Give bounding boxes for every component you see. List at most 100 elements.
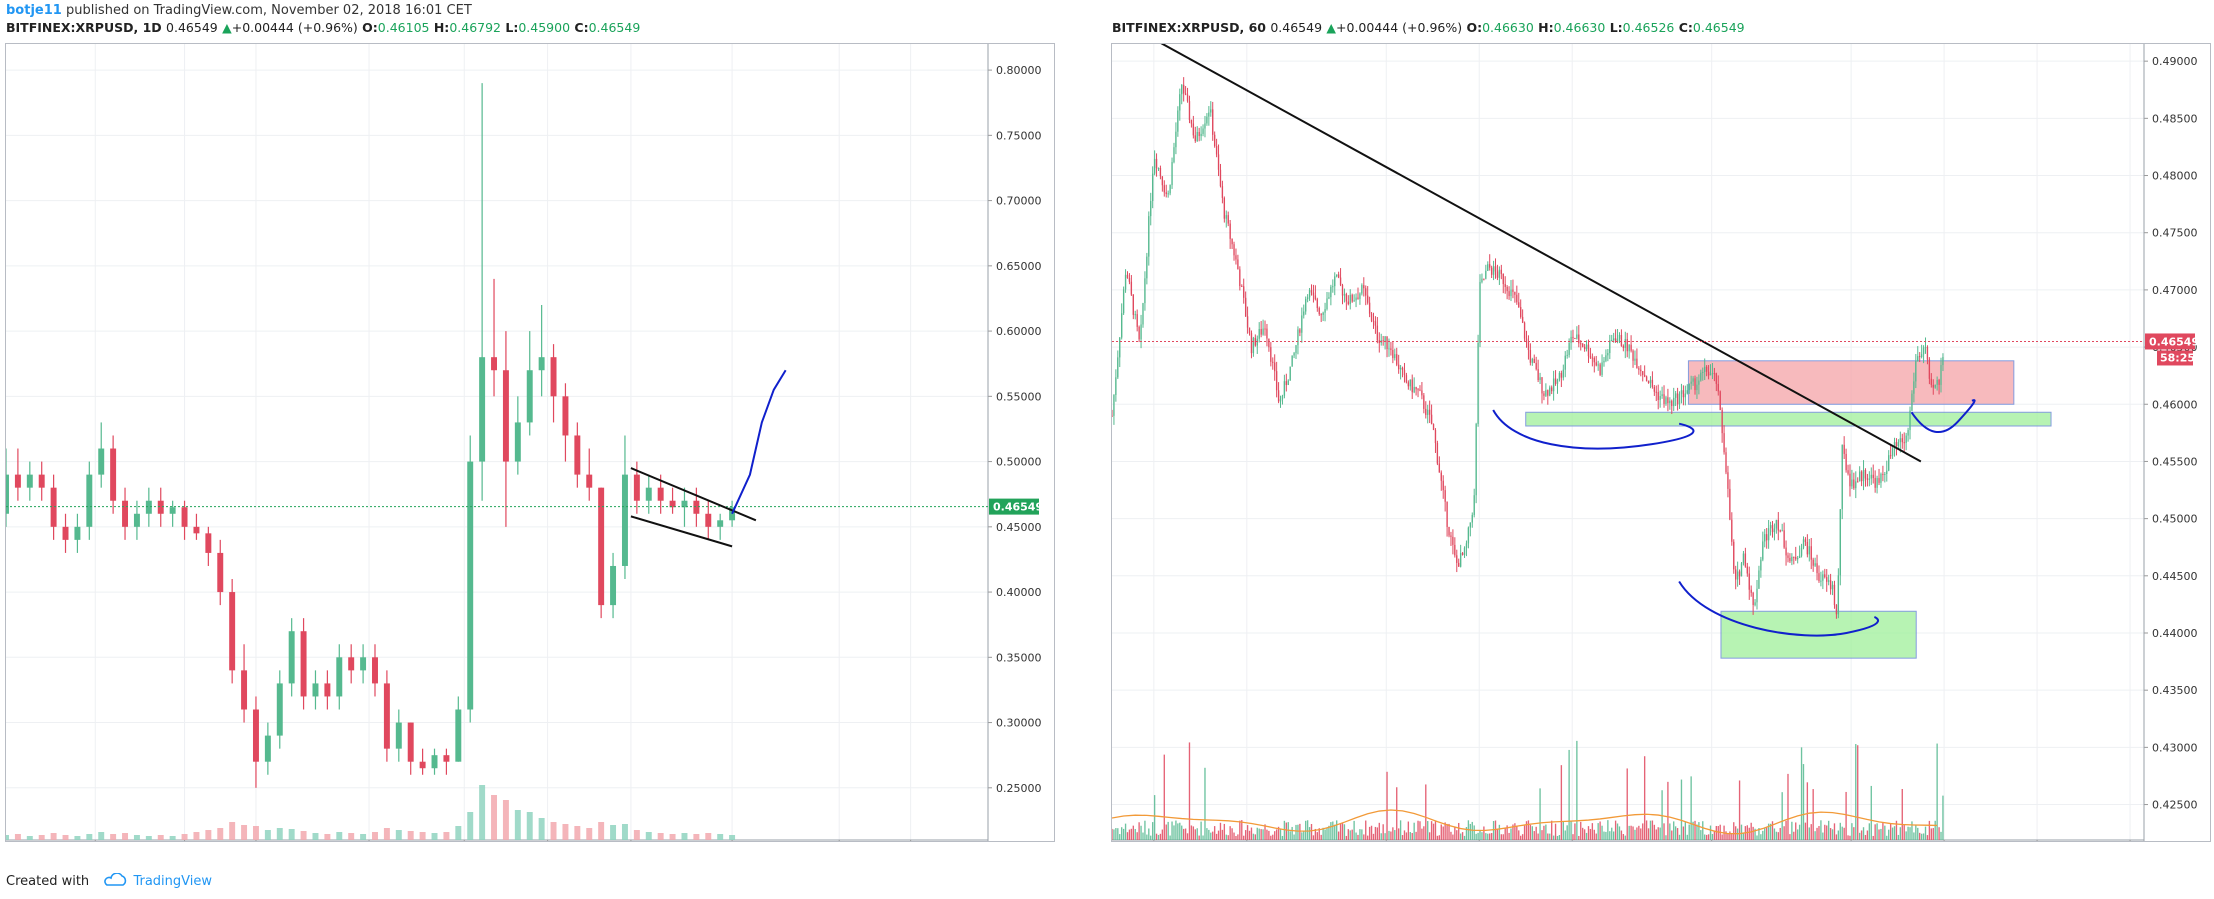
volume-bar bbox=[1219, 822, 1222, 840]
candle-body bbox=[1545, 390, 1547, 396]
volume-bar bbox=[1740, 824, 1743, 840]
volume-bar bbox=[1845, 791, 1847, 840]
volume-bar bbox=[1283, 820, 1286, 840]
candle-body bbox=[1909, 410, 1911, 431]
candle-body bbox=[1217, 154, 1220, 170]
volume-bar bbox=[1833, 823, 1836, 840]
volume-bar bbox=[1899, 827, 1902, 840]
candle-body bbox=[1762, 541, 1764, 560]
candle-body bbox=[1489, 264, 1491, 268]
volume-bar bbox=[1490, 833, 1493, 840]
candle-body bbox=[1535, 362, 1537, 370]
volume-bar bbox=[1233, 832, 1235, 840]
volume-bar bbox=[1132, 825, 1134, 840]
volume-bar bbox=[1533, 831, 1535, 840]
volume-bar bbox=[1349, 830, 1351, 840]
volume-bar bbox=[598, 822, 605, 840]
volume-bar bbox=[205, 830, 212, 840]
candle-body bbox=[669, 500, 676, 508]
volume-bar bbox=[1246, 825, 1249, 840]
candle-body bbox=[1252, 337, 1255, 354]
candle-body bbox=[383, 683, 390, 749]
publish-header: botje11 published on TradingView.com, No… bbox=[6, 3, 472, 18]
candle-body bbox=[1458, 562, 1460, 567]
volume-bar bbox=[1597, 823, 1599, 840]
volume-bar bbox=[1919, 832, 1921, 840]
volume-bar bbox=[1702, 821, 1704, 840]
volume-bar bbox=[217, 828, 224, 840]
candle-body bbox=[1907, 430, 1909, 436]
volume-bar bbox=[1911, 821, 1913, 840]
candle-body bbox=[1640, 369, 1642, 372]
volume-bar bbox=[1593, 829, 1595, 840]
volume-bar bbox=[1347, 829, 1349, 840]
volume-bar bbox=[1275, 829, 1278, 840]
author-link[interactable]: botje11 bbox=[6, 3, 62, 18]
volume-bar bbox=[1938, 827, 1940, 840]
right-chart-svg[interactable]: 0.49000 0.48500 0.48000 0.47500 0.47000 0.465… bbox=[1111, 40, 2210, 860]
candle-body bbox=[1225, 215, 1227, 219]
volume-bar bbox=[1463, 835, 1466, 840]
volume-bar bbox=[1655, 829, 1657, 840]
volume-bar bbox=[1558, 835, 1561, 840]
volume-bar bbox=[1289, 831, 1291, 840]
volume-bar bbox=[1305, 820, 1307, 840]
candle-body bbox=[645, 487, 652, 501]
right-chart-panel[interactable]: 0.49000 0.48500 0.48000 0.47500 0.47000 0.465… bbox=[1111, 40, 2211, 860]
volume-bar bbox=[145, 836, 152, 840]
volume-bar bbox=[1262, 829, 1264, 840]
right-close: 0.46549 bbox=[1692, 20, 1745, 35]
volume-bar bbox=[1456, 830, 1458, 840]
candle-body bbox=[1471, 514, 1473, 523]
candle-body bbox=[1674, 393, 1677, 398]
volume-bar bbox=[1671, 830, 1673, 840]
footer-brand[interactable]: TradingView bbox=[133, 874, 212, 889]
candle-body bbox=[1274, 362, 1276, 372]
volume-bar bbox=[1758, 828, 1760, 840]
candle-body bbox=[1589, 356, 1592, 358]
y-tick-label: 0.43000 bbox=[2152, 741, 2198, 754]
candle-body bbox=[1504, 284, 1506, 287]
volume-bar bbox=[1665, 835, 1667, 840]
candle-body bbox=[1839, 509, 1841, 576]
candle-body bbox=[1694, 378, 1696, 391]
candle-body bbox=[1808, 546, 1810, 555]
left-chart-panel[interactable]: 0.80000 0.75000 0.70000 0.65000 0.60000 0.550… bbox=[3, 43, 1055, 860]
candle-body bbox=[1702, 371, 1704, 373]
candle-body bbox=[1886, 470, 1888, 474]
volume-bar bbox=[1111, 828, 1113, 840]
candle-body bbox=[1622, 345, 1625, 348]
candle-body bbox=[1223, 197, 1226, 219]
candle-body bbox=[1260, 329, 1262, 335]
candle-body bbox=[1684, 393, 1687, 398]
candle-body bbox=[1682, 390, 1685, 398]
candle-body bbox=[1785, 547, 1787, 556]
candle-body bbox=[1663, 394, 1665, 404]
candle-body bbox=[1539, 377, 1541, 381]
y-tick-label: 0.44500 bbox=[2152, 570, 2198, 583]
candle-body bbox=[1312, 292, 1315, 296]
candle-body bbox=[1607, 353, 1609, 356]
volume-bar bbox=[1820, 820, 1822, 840]
volume-bar bbox=[1520, 835, 1522, 840]
volume-bar bbox=[1142, 832, 1144, 840]
candle-body bbox=[1709, 373, 1712, 376]
left-close: 0.46549 bbox=[588, 20, 641, 35]
y-tick-label: 0.40000 bbox=[996, 586, 1042, 599]
volume-bar bbox=[1215, 833, 1218, 840]
candle-body bbox=[1442, 480, 1444, 491]
candle-body bbox=[1634, 358, 1636, 361]
volume-bar bbox=[1733, 822, 1735, 840]
tradingview-cloud-icon bbox=[104, 872, 127, 886]
volume-bar bbox=[1647, 828, 1650, 840]
candle-body bbox=[1551, 387, 1553, 392]
candle-body bbox=[1862, 470, 1865, 482]
candle-body bbox=[1417, 389, 1419, 391]
volume-bar bbox=[1287, 822, 1289, 840]
right-low: 0.46526 bbox=[1622, 20, 1675, 35]
candle-body bbox=[1789, 557, 1791, 562]
left-chart-svg[interactable]: 0.80000 0.75000 0.70000 0.65000 0.60000 0.550… bbox=[3, 44, 1054, 860]
candle-body bbox=[1802, 539, 1805, 548]
volume-bar bbox=[1568, 749, 1570, 840]
candle-body bbox=[1543, 393, 1545, 396]
